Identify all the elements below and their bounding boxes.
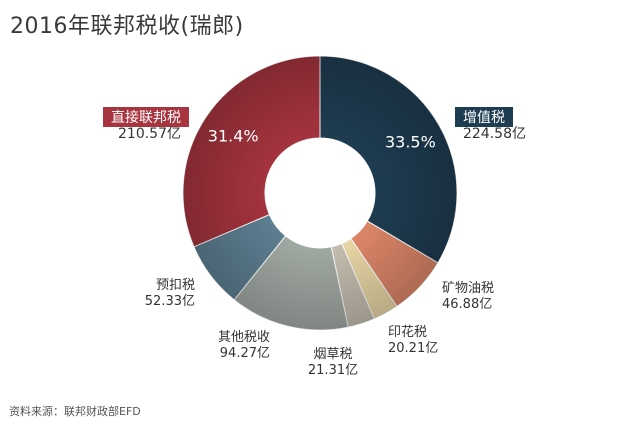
source-note: 资料来源：联邦财政部EFD — [9, 405, 141, 418]
slice-value-label: 94.27亿 — [220, 346, 270, 361]
slice-name-box — [103, 107, 189, 127]
slice-name-label: 矿物油税 — [442, 281, 494, 296]
donut-hole — [265, 138, 375, 248]
slice-name-label: 预扣税 — [156, 278, 195, 293]
chart-title: 2016年联邦税收(瑞郎) — [10, 14, 244, 39]
slice-name-label: 其他税收 — [218, 330, 270, 345]
slice-value-label: 224.58亿 — [463, 126, 526, 142]
slice-percent-label: 33.5% — [385, 133, 436, 152]
slice-value-label: 21.31亿 — [308, 363, 358, 378]
slice-name-label: 印花税 — [388, 324, 427, 340]
slice-name-label: 直接联邦税 — [111, 109, 181, 126]
slice-value-label: 210.57亿 — [118, 126, 181, 142]
slice-name-box — [455, 107, 513, 127]
slice-percent-label: 31.4% — [208, 127, 259, 146]
slice-value-label: 20.21亿 — [388, 341, 438, 356]
slice-name-label: 增值税 — [463, 110, 505, 126]
slice-value-label: 46.88亿 — [442, 297, 492, 312]
slice-value-label: 52.33亿 — [145, 294, 195, 309]
slice-name-label: 烟草税 — [313, 347, 352, 362]
